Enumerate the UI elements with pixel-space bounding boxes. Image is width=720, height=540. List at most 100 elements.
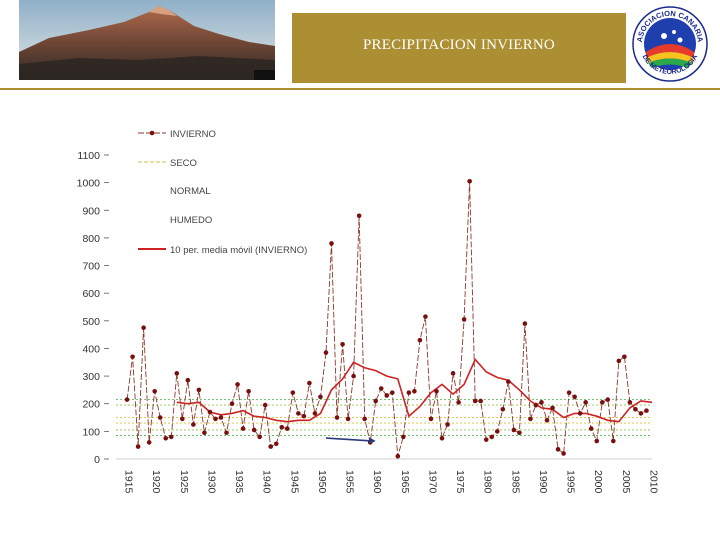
y-tick-label: 0	[94, 454, 100, 466]
data-point	[251, 427, 257, 433]
data-point	[588, 426, 594, 431]
data-point	[406, 390, 412, 395]
data-point	[389, 390, 395, 395]
data-point	[611, 438, 616, 444]
data-point	[550, 405, 555, 411]
data-point	[539, 400, 544, 405]
data-point	[417, 337, 423, 343]
data-point	[240, 426, 246, 431]
data-point	[296, 411, 301, 416]
data-point	[378, 386, 384, 391]
data-point	[135, 444, 141, 449]
data-point	[356, 213, 362, 219]
y-tick-label: 200	[82, 399, 100, 411]
legend-label: 10 per. media móvil (INVIERNO)	[170, 245, 307, 256]
x-tick-label: 1980	[482, 470, 494, 494]
data-point	[622, 354, 627, 360]
data-point	[423, 314, 428, 319]
data-point	[483, 437, 489, 442]
data-point	[290, 390, 296, 395]
data-point	[616, 358, 622, 364]
data-point	[638, 411, 644, 416]
data-point	[544, 418, 550, 423]
data-point	[461, 317, 467, 322]
data-point	[157, 415, 163, 420]
legend-label: INVIERNO	[170, 129, 216, 140]
x-tick-label: 1950	[316, 470, 328, 494]
x-tick-label: 2000	[592, 470, 604, 494]
data-point	[345, 416, 351, 422]
data-point	[395, 453, 401, 459]
data-point	[213, 416, 218, 422]
data-point	[511, 427, 517, 433]
data-point	[152, 388, 157, 394]
x-tick-label: 2010	[647, 470, 659, 494]
y-tick-label: 300	[82, 371, 100, 383]
x-tick-label: 2005	[620, 470, 632, 494]
data-point	[594, 438, 600, 444]
data-point	[506, 379, 511, 384]
data-point	[218, 415, 224, 420]
x-tick-label: 1915	[123, 470, 135, 494]
data-point	[246, 388, 251, 394]
y-tick-label: 100	[82, 426, 100, 438]
association-logo-graphic: ASOCIACION CANARIA DE METEOROLOGIA	[632, 6, 708, 82]
x-tick-label: 1960	[371, 470, 383, 494]
data-point	[566, 390, 572, 395]
data-point	[185, 377, 191, 383]
data-point	[467, 178, 472, 184]
data-point	[146, 440, 152, 445]
data-point	[141, 325, 146, 331]
x-tick-label: 1975	[454, 470, 466, 494]
data-point	[318, 394, 323, 400]
data-point	[362, 416, 367, 422]
mountain-photo	[19, 0, 275, 80]
series-line-moving-average	[176, 358, 653, 423]
y-tick-label: 700	[82, 261, 100, 273]
x-tick-label: 1940	[261, 470, 273, 494]
header-divider	[0, 88, 720, 90]
data-point	[522, 321, 528, 326]
x-tick-label: 1935	[233, 470, 245, 494]
data-point	[494, 429, 500, 434]
y-tick-label: 900	[82, 205, 100, 217]
data-point	[555, 447, 561, 452]
data-point	[235, 382, 240, 387]
data-point	[561, 451, 566, 456]
data-point	[644, 408, 649, 413]
data-point	[323, 350, 329, 355]
data-point	[500, 406, 506, 412]
data-point	[268, 444, 274, 449]
data-point	[472, 398, 478, 404]
y-tick-label: 600	[82, 288, 100, 300]
association-logo: ASOCIACION CANARIA DE METEOROLOGIA	[632, 6, 708, 82]
data-point	[262, 402, 268, 408]
data-point	[384, 393, 390, 398]
data-point	[583, 400, 588, 405]
data-point	[224, 430, 229, 436]
data-point	[301, 413, 307, 419]
x-tick-label: 1965	[399, 470, 411, 494]
legend-label: NORMAL	[170, 186, 211, 197]
data-point	[599, 400, 605, 405]
data-point	[273, 441, 279, 447]
x-tick-label: 1925	[178, 470, 190, 494]
data-point	[456, 400, 461, 405]
data-point	[627, 400, 633, 405]
data-point	[412, 388, 417, 394]
page-title: PRECIPITACION INVIERNO	[363, 36, 555, 53]
annotation-arrow	[325, 437, 374, 442]
data-point	[329, 241, 334, 246]
data-point	[434, 388, 439, 394]
x-tick-label: 1920	[150, 470, 162, 494]
data-point	[489, 434, 495, 440]
data-point	[229, 401, 235, 407]
data-point	[533, 402, 539, 408]
legend-swatch-marker	[149, 130, 155, 136]
legend-label: HUMEDO	[170, 215, 212, 226]
x-tick-label: 1985	[509, 470, 521, 494]
data-point	[312, 411, 318, 416]
data-point	[279, 424, 285, 430]
data-point	[168, 434, 174, 440]
data-point	[633, 406, 638, 412]
